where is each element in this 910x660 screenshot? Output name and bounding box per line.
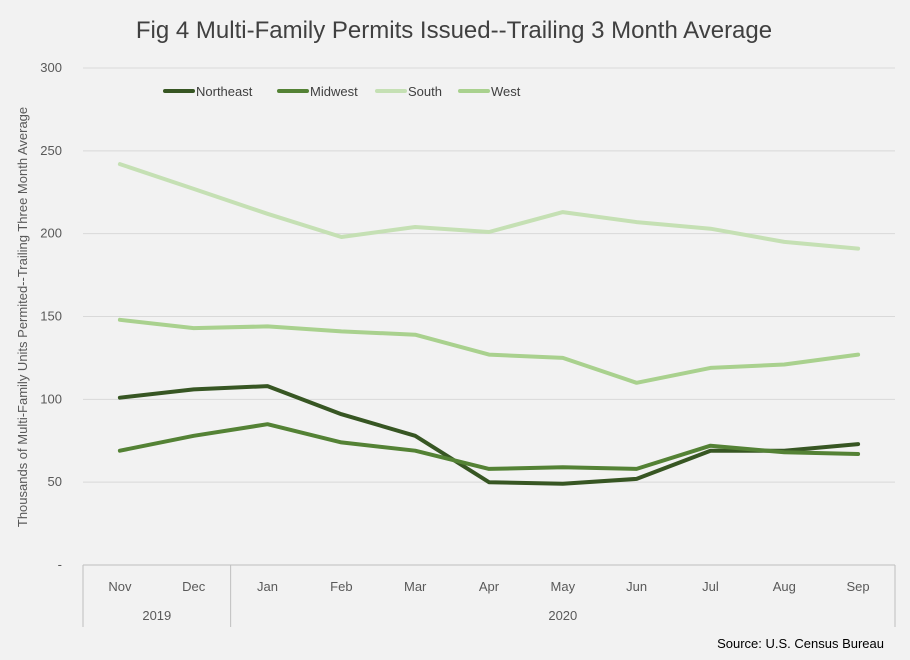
y-tick-label: - — [58, 557, 62, 572]
x-tick-label: Jun — [626, 579, 647, 594]
x-tick-label: Jul — [702, 579, 719, 594]
x-tick-label: Nov — [108, 579, 132, 594]
gridlines — [83, 67, 895, 483]
series-lines — [117, 162, 861, 486]
series-line-south — [117, 162, 861, 251]
source-note: Source: U.S. Census Bureau — [717, 636, 884, 651]
y-tick-label: 300 — [40, 60, 62, 75]
series-line-northeast — [117, 384, 861, 486]
x-tick-label: Apr — [479, 579, 500, 594]
x-tick-label: Aug — [773, 579, 796, 594]
x-tick-label: Mar — [404, 579, 427, 594]
axes: - 50 100 150 200 250 300 Nov Dec Jan Feb Mar Apr May J… — [40, 60, 896, 627]
x-tick-label: May — [551, 579, 576, 594]
series-line-west — [117, 317, 861, 385]
x-tick-label: Feb — [330, 579, 352, 594]
legend-label-midwest: Midwest — [310, 84, 358, 99]
year-group-label: 2020 — [548, 608, 577, 623]
y-tick-label: 150 — [40, 309, 62, 324]
x-tick-label: Dec — [182, 579, 206, 594]
legend-label-south: South — [408, 84, 442, 99]
y-tick-label: 50 — [48, 474, 62, 489]
legend: Northeast Midwest South West — [163, 84, 521, 99]
year-group-label: 2019 — [142, 608, 171, 623]
y-tick-label: 250 — [40, 143, 62, 158]
chart-title: Fig 4 Multi-Family Permits Issued--Trail… — [136, 17, 772, 44]
y-tick-label: 200 — [40, 226, 62, 241]
x-tick-label: Jan — [257, 579, 278, 594]
series-line-midwest — [117, 422, 861, 471]
x-tick-label: Sep — [847, 579, 870, 594]
y-axis-title: Thousands of Multi-Family Units Permited… — [15, 107, 30, 527]
y-tick-label: 100 — [40, 391, 62, 406]
legend-label-west: West — [491, 84, 521, 99]
legend-label-northeast: Northeast — [196, 84, 253, 99]
